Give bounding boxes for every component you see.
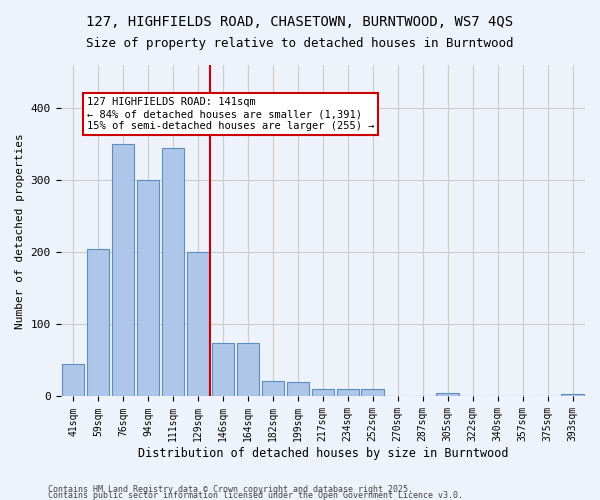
Bar bbox=[236, 343, 259, 396]
Bar bbox=[112, 144, 134, 396]
Bar bbox=[262, 380, 284, 396]
X-axis label: Distribution of detached houses by size in Burntwood: Distribution of detached houses by size … bbox=[137, 447, 508, 460]
Text: 127, HIGHFIELDS ROAD, CHASETOWN, BURNTWOOD, WS7 4QS: 127, HIGHFIELDS ROAD, CHASETOWN, BURNTWO… bbox=[86, 15, 514, 29]
Bar bbox=[361, 390, 384, 396]
Bar bbox=[62, 364, 84, 396]
Text: Contains HM Land Registry data © Crown copyright and database right 2025.: Contains HM Land Registry data © Crown c… bbox=[48, 484, 413, 494]
Text: Contains public sector information licensed under the Open Government Licence v3: Contains public sector information licen… bbox=[48, 490, 463, 500]
Bar bbox=[311, 390, 334, 396]
Y-axis label: Number of detached properties: Number of detached properties bbox=[15, 133, 25, 328]
Bar bbox=[212, 343, 234, 396]
Bar bbox=[561, 394, 584, 396]
Bar bbox=[337, 390, 359, 396]
Bar bbox=[287, 382, 309, 396]
Text: Size of property relative to detached houses in Burntwood: Size of property relative to detached ho… bbox=[86, 38, 514, 51]
Text: 127 HIGHFIELDS ROAD: 141sqm
← 84% of detached houses are smaller (1,391)
15% of : 127 HIGHFIELDS ROAD: 141sqm ← 84% of det… bbox=[87, 98, 374, 130]
Bar bbox=[87, 250, 109, 396]
Bar bbox=[187, 252, 209, 396]
Bar bbox=[137, 180, 159, 396]
Bar bbox=[436, 393, 459, 396]
Bar bbox=[161, 148, 184, 396]
